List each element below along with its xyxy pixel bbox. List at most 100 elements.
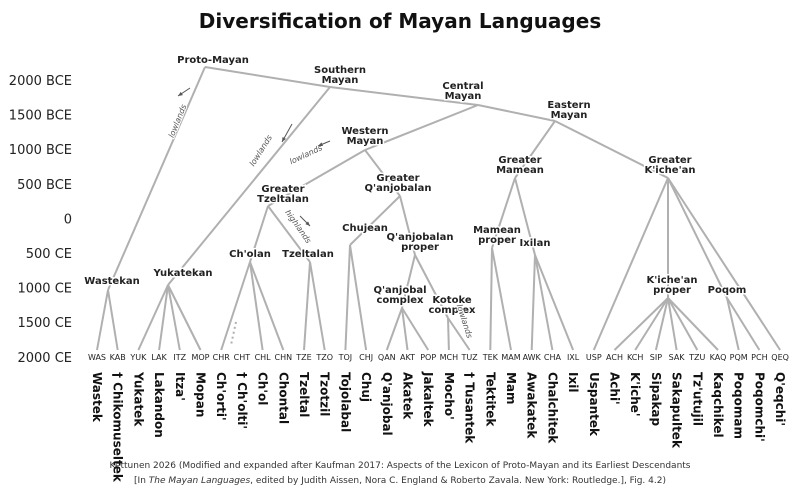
time-label: 500 CE — [26, 247, 72, 262]
node-label-line: Greater — [498, 155, 541, 166]
edge — [447, 317, 450, 351]
node-label-line: Mamean — [496, 165, 544, 176]
footer-part: [In — [134, 476, 149, 486]
node-label-line: Mayan — [445, 91, 482, 102]
node-label: Greater Tzeltalan — [257, 184, 309, 205]
edge — [401, 307, 409, 351]
node-label-line: Ch'olan — [229, 249, 271, 260]
leaf-name: Q'eqchi' — [773, 372, 787, 426]
node-label: Q'anjobalan proper — [387, 232, 454, 253]
leaf-name: Mocho' — [442, 372, 456, 420]
node-label: Mamean proper — [473, 225, 521, 246]
leaf-name: Itza' — [173, 372, 187, 401]
leaf-name: Tz'utujil — [690, 372, 704, 426]
edge — [726, 297, 740, 351]
node-label-line: Greater — [376, 173, 419, 184]
node-label: Greater Mamean — [496, 155, 544, 176]
edge — [654, 297, 669, 351]
edge — [530, 254, 536, 351]
leaf-name: Mopan — [194, 372, 208, 417]
edge — [107, 66, 206, 291]
leaf-code: ITZ — [173, 353, 186, 362]
leaf-name: Poqomam — [732, 372, 746, 439]
edge — [667, 297, 719, 351]
node-label: Yukatekan — [152, 268, 212, 279]
edge — [249, 261, 264, 351]
edge — [249, 205, 269, 263]
node-label-line: Wastekan — [84, 276, 139, 287]
node-label: Southern Mayan — [314, 65, 366, 86]
node-label-line: proper — [478, 235, 516, 246]
node-label: Greater K'iche'an — [645, 155, 696, 176]
edge — [329, 86, 479, 106]
node-label-line: Mayan — [322, 75, 359, 86]
annotation: lowlands — [248, 133, 274, 168]
leaf-name: † Ch'olti' — [235, 372, 249, 429]
annotation: lowlands — [167, 103, 188, 139]
edge — [267, 205, 311, 263]
edge — [220, 261, 251, 351]
leaf-code: QEQ — [771, 353, 789, 362]
leaf-name: Sakapultek — [670, 372, 684, 449]
leaf-code: AKT — [400, 353, 415, 362]
edge — [167, 284, 202, 351]
edge — [303, 261, 311, 351]
leaf-code: CHA — [544, 353, 562, 362]
leaf-code: KAQ — [710, 353, 727, 362]
leaf-code: TZO — [315, 353, 333, 362]
node-label-line: Poqom — [708, 285, 747, 296]
node-label-line: Eastern — [547, 100, 590, 111]
leaf-name: Jakaltek — [421, 371, 435, 428]
edge — [667, 177, 728, 299]
edge — [414, 254, 449, 319]
leaf-code: TOJ — [338, 353, 353, 362]
node-label: Western Mayan — [341, 126, 388, 147]
node-label-line: Proto-Mayan — [177, 55, 249, 66]
node-label-line: Q'anjobalan — [387, 232, 454, 243]
leaf-code: CHN — [275, 353, 293, 362]
node-label-line: Tzeltalan — [282, 249, 334, 260]
leaf-name: K'iche' — [628, 372, 642, 417]
edge — [489, 247, 493, 351]
node-label-line: Greater — [261, 184, 304, 195]
leaf-code: SAK — [669, 353, 686, 362]
leaf-name: Yukatek — [131, 371, 145, 427]
leaf-name: Poqomchi' — [752, 372, 766, 442]
node-label: Ch'olan — [229, 249, 271, 260]
leaf-name: Tektitek — [483, 372, 497, 427]
node-label: K'iche'an proper — [647, 275, 698, 296]
time-label: 2000 BCE — [9, 74, 72, 89]
edge — [667, 177, 781, 351]
arrow-head — [305, 221, 310, 226]
leaf-name: Mam — [504, 372, 518, 405]
node-label: Q'anjobal complex — [373, 285, 426, 306]
edge — [96, 289, 109, 351]
node-label-line: proper — [401, 242, 439, 253]
leaf-name: Tzeltal — [297, 372, 311, 417]
edge — [349, 244, 368, 351]
edges — [96, 66, 781, 351]
edge — [158, 284, 169, 351]
time-label: 0 — [64, 212, 72, 227]
arrow-head — [178, 91, 183, 96]
edge — [667, 297, 699, 351]
leaf-name: † Tusantek — [463, 372, 477, 444]
edge — [309, 261, 326, 351]
leaf-name: † Chikomuseltek — [111, 372, 125, 483]
edge — [137, 284, 169, 351]
leaf-name: Wastek — [90, 372, 104, 423]
node-label: Ixilan — [520, 238, 551, 249]
edge — [167, 86, 331, 286]
node-label: Central Mayan — [442, 81, 483, 102]
leaf-code: YUK — [129, 353, 147, 362]
node-label-line: Q'anjobal — [373, 285, 426, 296]
time-label: 1000 BCE — [9, 143, 72, 158]
node-label-line: K'iche'an — [645, 165, 696, 176]
leaf-code: SIP — [650, 353, 662, 362]
edge — [401, 307, 430, 351]
labels: Proto-Mayan Southern Mayan Central Mayan East… — [83, 54, 748, 318]
leaf-code: MAM — [501, 353, 520, 362]
node-label-line: Mayan — [347, 136, 384, 147]
edge — [349, 195, 401, 246]
edge — [514, 120, 556, 179]
